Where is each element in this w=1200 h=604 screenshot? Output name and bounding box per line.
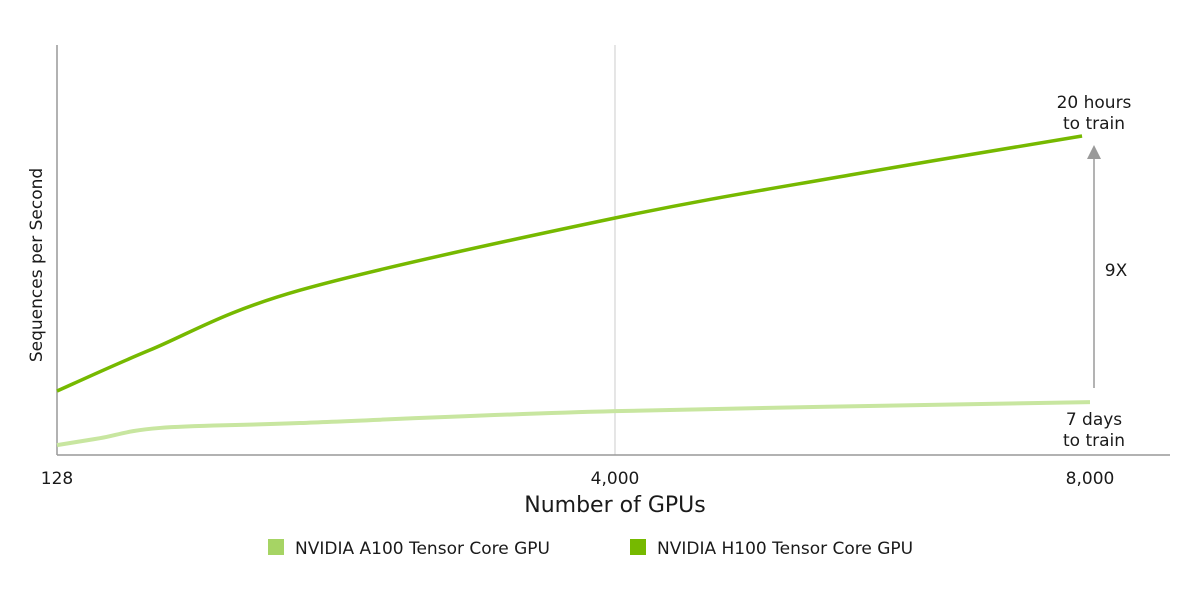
a100-annotation-line1: 7 days [1066, 410, 1122, 430]
x-axis-label: Number of GPUs [524, 493, 705, 518]
series-line-a100 [56, 400, 1091, 448]
speedup-arrow-head [1087, 145, 1101, 159]
legend-swatch-a100 [268, 539, 284, 555]
legend-label-a100: NVIDIA A100 Tensor Core GPU [295, 539, 550, 559]
x-tick-label: 4,000 [591, 469, 640, 489]
legend-swatch-h100 [630, 539, 646, 555]
legend-label-h100: NVIDIA H100 Tensor Core GPU [657, 539, 913, 559]
series-line-h100 [56, 134, 1083, 393]
y-axis-label: Sequences per Second [27, 168, 47, 362]
h100-annotation-line1: 20 hours [1057, 93, 1132, 113]
x-tick-label: 128 [41, 469, 73, 489]
a100-annotation-line2: to train [1063, 431, 1125, 451]
h100-annotation-line2: to train [1063, 114, 1125, 134]
speedup-label: 9X [1105, 261, 1128, 281]
x-tick-label: 8,000 [1066, 469, 1115, 489]
